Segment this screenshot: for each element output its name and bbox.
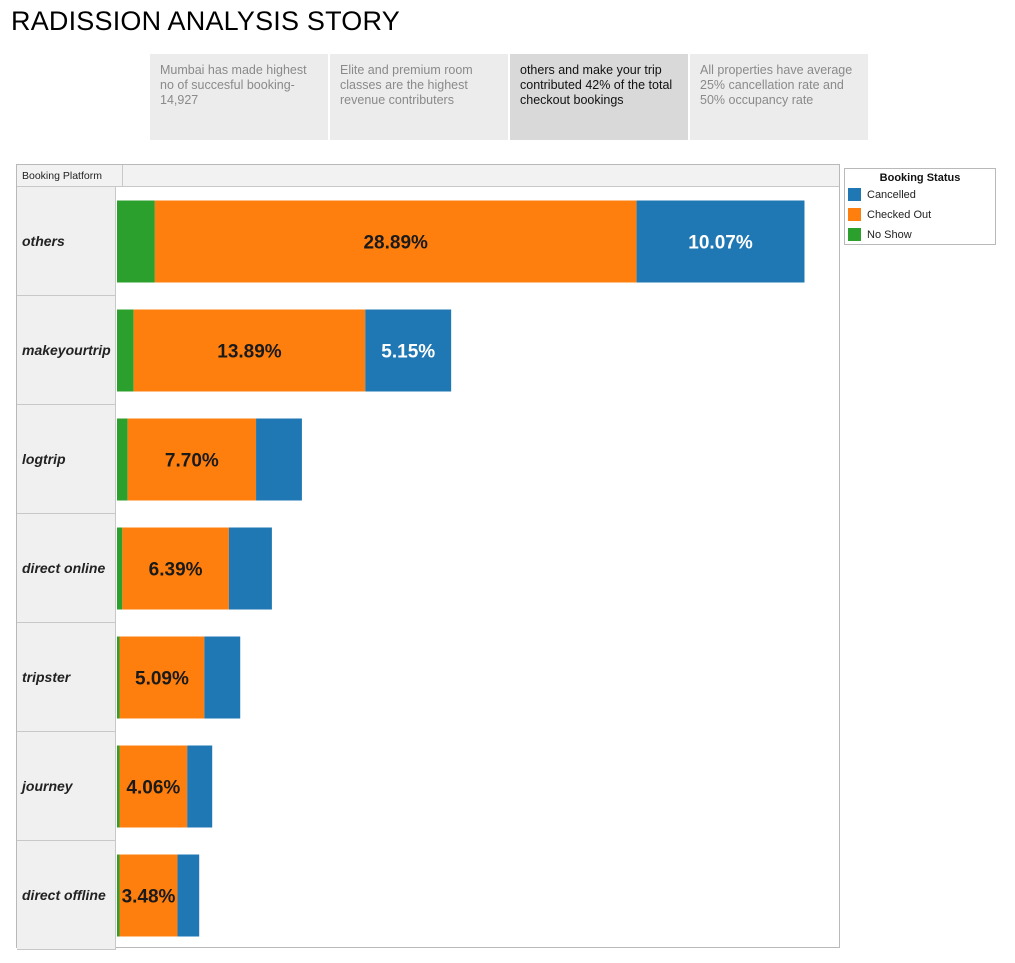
bar-direct-offline-checked-out[interactable] [119, 854, 178, 937]
legend-label-checked-out: Checked Out [867, 209, 932, 221]
bar-journey-no-show[interactable] [117, 745, 120, 828]
data-label-tripster-checked-out: 5.09% [135, 669, 189, 690]
bar-makeyourtrip-no-show[interactable] [117, 309, 134, 392]
bar-others-cancelled[interactable] [636, 200, 805, 283]
legend-title: Booking Status [879, 172, 961, 184]
bar-tripster-no-show[interactable] [117, 636, 120, 719]
legend-label-no-show: No Show [867, 229, 912, 241]
legend-swatch-checked-out [848, 208, 861, 221]
legend-swatch-cancelled [848, 188, 861, 201]
bar-tripster-cancelled[interactable] [204, 636, 241, 719]
legend-label-cancelled: Cancelled [867, 189, 916, 201]
page-title: RADISSION ANALYSIS STORY [11, 6, 400, 36]
legend-swatch-no-show [848, 228, 861, 241]
story-navigator: Mumbai has made highest no of succesful … [150, 54, 870, 140]
story-point-1-text: Mumbai has made highest no of succesful … [160, 63, 307, 107]
data-label-journey-checked-out: 4.06% [126, 778, 180, 799]
story-point-1[interactable]: Mumbai has made highest no of succesful … [150, 54, 328, 140]
bar-direct-online-no-show[interactable] [117, 527, 123, 610]
row-label-direct-offline[interactable]: direct offline [17, 841, 116, 950]
row-header-title: Booking Platform [17, 165, 123, 186]
chart-header-row: Booking Platform [17, 165, 839, 187]
story-point-3-text: others and make your trip contributed 42… [520, 63, 673, 107]
data-label-others-checked-out: 28.89% [363, 233, 428, 254]
bar-logtrip-checked-out[interactable] [127, 418, 257, 501]
story-point-2-text: Elite and premium room classes are the h… [340, 63, 473, 107]
data-label-direct-online-checked-out: 6.39% [149, 560, 203, 581]
data-label-others-cancelled: 10.07% [688, 233, 753, 254]
story-point-4[interactable]: All properties have average 25% cancella… [690, 54, 868, 140]
bar-logtrip-no-show[interactable] [117, 418, 128, 501]
row-label-logtrip[interactable]: logtrip [17, 405, 116, 514]
row-label-others[interactable]: others [17, 187, 116, 296]
bar-direct-online-checked-out[interactable] [122, 527, 229, 610]
bar-direct-offline-no-show[interactable] [117, 854, 120, 937]
bar-others-checked-out[interactable] [154, 200, 637, 283]
row-label-direct-online[interactable]: direct online [17, 514, 116, 623]
story-point-2[interactable]: Elite and premium room classes are the h… [330, 54, 508, 140]
data-label-makeyourtrip-checked-out: 13.89% [217, 342, 282, 363]
bar-tripster-checked-out[interactable] [119, 636, 205, 719]
data-label-direct-offline-checked-out: 3.48% [122, 887, 176, 908]
bar-direct-offline-cancelled[interactable] [177, 854, 200, 937]
data-label-logtrip-checked-out: 7.70% [165, 451, 219, 472]
row-label-makeyourtrip[interactable]: makeyourtrip [17, 296, 116, 405]
bar-makeyourtrip-checked-out[interactable] [133, 309, 366, 392]
bar-plot: 28.89% 10.07% 13.89% 5.15% 7.70% 6.39% 5.09% 4.… [117, 200, 805, 937]
bar-makeyourtrip-cancelled[interactable] [365, 309, 452, 392]
row-label-tripster[interactable]: tripster [17, 623, 116, 732]
bar-journey-checked-out[interactable] [119, 745, 188, 828]
legend: Booking Status Cancelled Checked Out No … [844, 168, 996, 245]
story-point-3-active[interactable]: others and make your trip contributed 42… [510, 54, 688, 140]
story-point-4-text: All properties have average 25% cancella… [700, 63, 853, 107]
bar-others-no-show[interactable] [117, 200, 155, 283]
row-label-journey[interactable]: journey [17, 732, 116, 841]
bar-journey-cancelled[interactable] [187, 745, 213, 828]
data-label-makeyourtrip-cancelled: 5.15% [381, 342, 435, 363]
chart-frame: Booking Platform others makeyourtrip logtr… [16, 164, 840, 950]
bar-direct-online-cancelled[interactable] [228, 527, 272, 610]
bar-logtrip-cancelled[interactable] [256, 418, 302, 501]
